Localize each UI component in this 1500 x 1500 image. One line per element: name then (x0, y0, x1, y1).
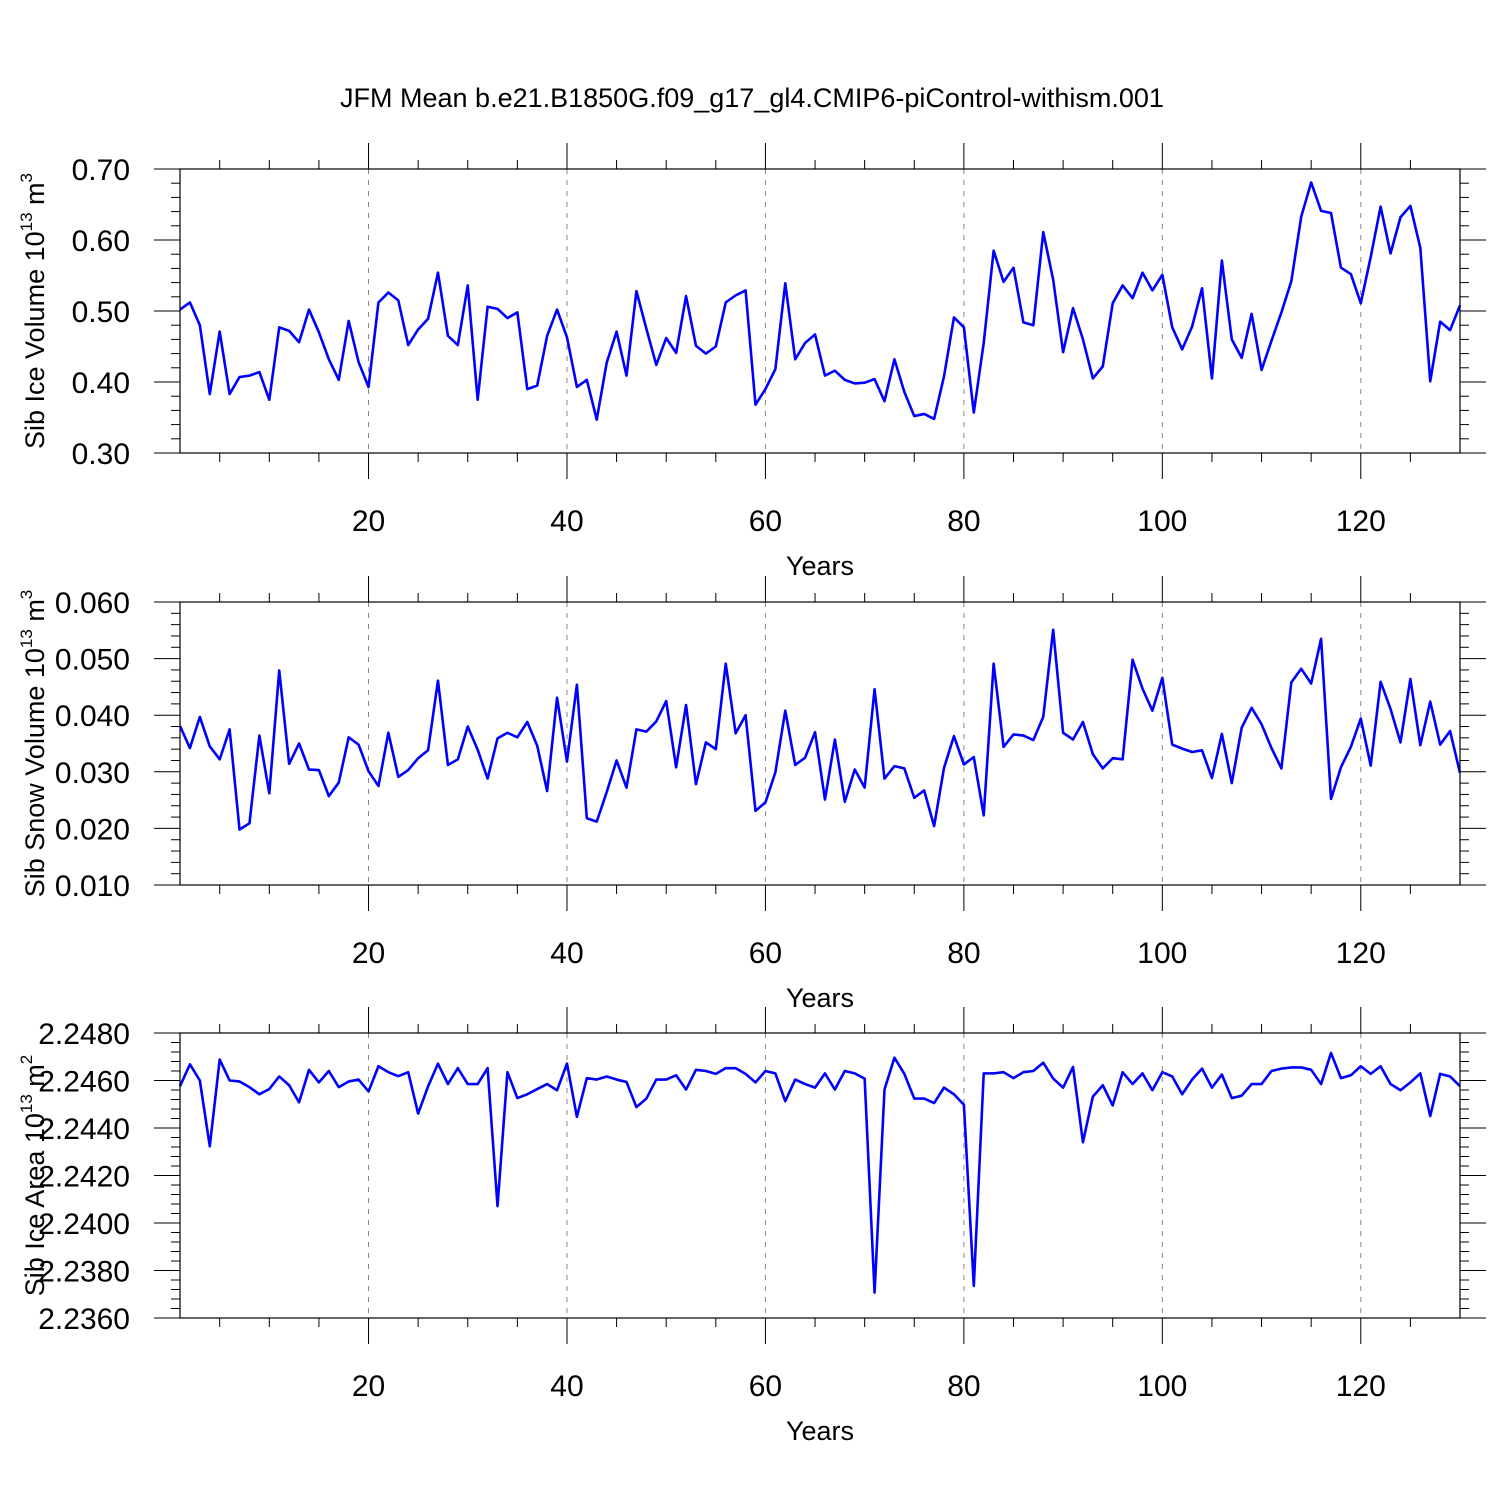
series-line (179, 181, 1462, 421)
y-tick-label: 2.2380 (38, 1256, 130, 1289)
panel-2: 20 40 60 80 100 120 0.010 0.020 0.030 0.040 0.050 0… (17, 576, 1486, 1013)
x-axis-label: Years (786, 1416, 854, 1446)
x-tick-label: 100 (1137, 505, 1187, 538)
x-axis-label: Years (786, 551, 854, 581)
y-tick-label: 0.40 (72, 367, 130, 400)
x-tick-label: 120 (1336, 505, 1386, 538)
y-tick-label: 2.2480 (38, 1018, 130, 1051)
y-axis-label-part: 13 (17, 1094, 36, 1113)
y-axis-label-part: Sib Snow Volume 10 (20, 648, 50, 897)
series-line (178, 1051, 1461, 1294)
y-axis-label-part: Sib Ice Area 10 (20, 1113, 50, 1296)
x-axis-label: Years (786, 983, 854, 1013)
x-tick-label: 20 (352, 1370, 385, 1403)
series-line (178, 628, 1462, 831)
y-axis-label: Sib Ice Area 1013 m2 (17, 1055, 50, 1297)
x-tick-label: 20 (352, 937, 385, 970)
y-axis-label-part: m (20, 182, 50, 212)
y-tick-label: 0.30 (72, 438, 130, 471)
x-tick-label: 60 (749, 505, 782, 538)
y-tick-label: 0.020 (55, 813, 130, 846)
x-tick-label: 80 (947, 505, 980, 538)
x-tick-label: 40 (550, 505, 583, 538)
panel-3: 20 40 60 80 100 120 2.2360 2.2380 2.2400 2.2420 2.… (17, 1007, 1486, 1446)
y-tick-label: 0.040 (55, 700, 130, 733)
y-axis-label-part: 13 (17, 629, 36, 648)
x-tick-label: 120 (1336, 937, 1386, 970)
plot-frame (179, 601, 1461, 886)
y-tick-label: 2.2400 (38, 1208, 130, 1241)
y-tick-label: 0.60 (72, 225, 130, 258)
y-tick-label: 2.2460 (38, 1066, 130, 1099)
x-tick-label: 40 (550, 937, 583, 970)
x-tick-label: 100 (1137, 937, 1187, 970)
y-axis-label: Sib Snow Volume 1013 m3 (17, 590, 50, 898)
y-tick-label: 0.50 (72, 296, 130, 329)
y-axis-label-part: 3 (17, 590, 36, 599)
y-axis-label-part: 13 (17, 212, 36, 231)
panel-1: 20 40 60 80 100 120 0.30 0.40 0.50 0.60 0.70 Years S… (17, 143, 1486, 581)
y-axis-label-part: 2 (17, 1055, 36, 1064)
x-tick-label: 80 (947, 937, 980, 970)
y-tick-label: 0.70 (72, 154, 130, 187)
y-tick-label: 0.060 (55, 587, 130, 620)
y-tick-label: 2.2440 (38, 1113, 130, 1146)
plot-frame (179, 168, 1461, 454)
y-tick-label: 2.2360 (38, 1303, 130, 1336)
y-axis-label: Sib Ice Volume 1013 m3 (17, 173, 50, 449)
figure-title: JFM Mean b.e21.B1850G.f09_g17_gl4.CMIP6-… (340, 83, 1164, 113)
plot-frame (179, 1032, 1461, 1319)
y-tick-label: 0.010 (55, 870, 130, 903)
y-axis-label-part: m (20, 599, 50, 629)
x-tick-label: 100 (1137, 1370, 1187, 1403)
x-tick-label: 60 (749, 937, 782, 970)
y-axis-label-part: Sib Ice Volume 10 (20, 231, 50, 449)
x-tick-label: 120 (1336, 1370, 1386, 1403)
y-tick-label: 0.050 (55, 644, 130, 677)
y-axis-label-part: m (20, 1064, 50, 1094)
y-tick-label: 2.2420 (38, 1161, 130, 1194)
y-tick-label: 0.030 (55, 757, 130, 790)
y-axis-label-part: 3 (17, 173, 36, 182)
x-tick-label: 80 (947, 1370, 980, 1403)
x-tick-label: 60 (749, 1370, 782, 1403)
x-tick-label: 20 (352, 505, 385, 538)
x-tick-label: 40 (550, 1370, 583, 1403)
